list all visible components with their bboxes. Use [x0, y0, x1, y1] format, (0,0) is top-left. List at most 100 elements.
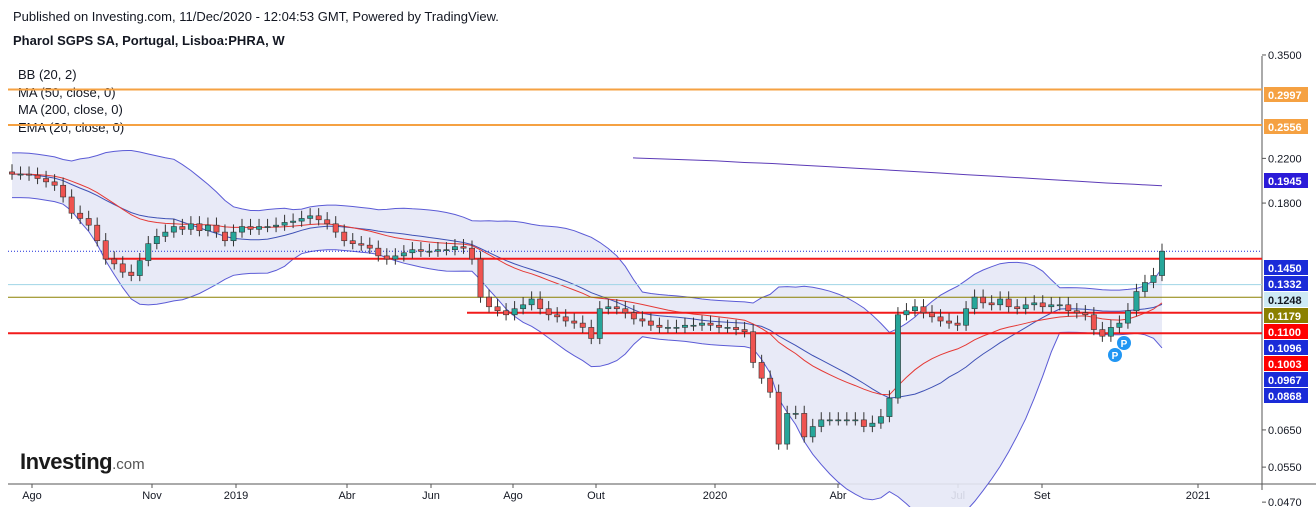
candle[interactable]	[639, 311, 646, 327]
candle[interactable]	[94, 217, 101, 247]
candle[interactable]	[1022, 297, 1029, 315]
candle[interactable]	[545, 301, 552, 321]
candle[interactable]	[26, 166, 32, 181]
candle[interactable]	[724, 319, 731, 334]
candle[interactable]	[733, 319, 740, 336]
candle[interactable]	[239, 218, 245, 238]
candle[interactable]	[68, 189, 75, 219]
candle[interactable]	[707, 315, 714, 331]
candle[interactable]	[1124, 303, 1131, 329]
candle[interactable]	[937, 309, 944, 327]
candle[interactable]	[1014, 299, 1021, 315]
candle[interactable]	[716, 317, 722, 334]
legend-ema20[interactable]: EMA (20, close, 0)	[18, 119, 125, 135]
candle[interactable]	[971, 289, 978, 315]
candle[interactable]	[315, 208, 322, 226]
candle[interactable]	[997, 291, 1004, 311]
legend-bollinger[interactable]: BB (20, 2)	[18, 67, 77, 82]
candle[interactable]	[630, 305, 637, 325]
candle[interactable]	[682, 317, 688, 334]
candle[interactable]	[1031, 295, 1038, 311]
candle[interactable]	[579, 315, 586, 334]
candle[interactable]	[622, 301, 629, 319]
candle[interactable]	[596, 301, 603, 345]
candle[interactable]	[809, 418, 816, 443]
candle[interactable]	[400, 245, 407, 262]
candle[interactable]	[801, 405, 808, 443]
candle[interactable]	[341, 224, 348, 247]
candle[interactable]	[537, 291, 544, 315]
candle[interactable]	[409, 242, 416, 259]
candle[interactable]	[946, 313, 952, 329]
candle[interactable]	[912, 299, 918, 317]
candle[interactable]	[187, 216, 194, 235]
pivot-marker[interactable]	[1117, 336, 1131, 350]
candle[interactable]	[213, 217, 220, 238]
candle[interactable]	[111, 251, 118, 270]
candle[interactable]	[929, 305, 935, 323]
candle[interactable]	[392, 248, 399, 265]
candle[interactable]	[452, 239, 458, 256]
candle[interactable]	[179, 218, 186, 235]
candle[interactable]	[1090, 307, 1097, 336]
candle[interactable]	[750, 324, 757, 369]
candle[interactable]	[767, 370, 774, 398]
candle[interactable]	[673, 319, 680, 334]
candle[interactable]	[690, 317, 697, 331]
candle[interactable]	[264, 218, 271, 233]
candle[interactable]	[434, 242, 441, 257]
candle[interactable]	[852, 412, 859, 426]
candle[interactable]	[1056, 297, 1063, 311]
candle[interactable]	[162, 224, 169, 243]
candle[interactable]	[281, 214, 288, 231]
candle[interactable]	[136, 252, 143, 282]
candle[interactable]	[460, 239, 467, 254]
candle[interactable]	[196, 216, 203, 237]
candle[interactable]	[247, 218, 254, 235]
candle[interactable]	[477, 251, 484, 303]
candle[interactable]	[647, 313, 654, 331]
candle[interactable]	[835, 412, 842, 426]
candle[interactable]	[298, 210, 305, 227]
candle[interactable]	[145, 236, 152, 267]
candle[interactable]	[85, 210, 92, 231]
candle[interactable]	[1142, 274, 1148, 298]
candle[interactable]	[1048, 297, 1055, 313]
candle[interactable]	[1039, 295, 1046, 313]
candle[interactable]	[920, 299, 927, 319]
candle[interactable]	[954, 315, 961, 331]
candle[interactable]	[170, 218, 177, 238]
candle[interactable]	[980, 289, 987, 309]
candle[interactable]	[528, 291, 535, 311]
candle[interactable]	[1099, 321, 1106, 342]
candle[interactable]	[775, 384, 782, 450]
candle[interactable]	[290, 213, 297, 229]
candle[interactable]	[349, 233, 356, 250]
candle[interactable]	[520, 297, 527, 315]
candle[interactable]	[17, 166, 24, 180]
candle[interactable]	[469, 240, 475, 265]
candle[interactable]	[503, 303, 510, 321]
candle[interactable]	[562, 309, 569, 327]
candle[interactable]	[588, 319, 595, 345]
candle[interactable]	[43, 170, 50, 188]
candle[interactable]	[869, 415, 876, 433]
candle[interactable]	[664, 319, 671, 334]
candle[interactable]	[204, 217, 211, 237]
candle[interactable]	[256, 218, 262, 235]
candle[interactable]	[511, 301, 518, 321]
candle[interactable]	[826, 412, 833, 426]
candle[interactable]	[1082, 305, 1089, 321]
candle[interactable]	[860, 412, 867, 433]
candle[interactable]	[699, 315, 705, 331]
candle[interactable]	[273, 217, 280, 233]
candle[interactable]	[988, 295, 995, 311]
candle[interactable]	[358, 236, 365, 251]
candle[interactable]	[102, 233, 109, 265]
candle[interactable]	[494, 299, 501, 317]
candle[interactable]	[51, 174, 58, 191]
candle[interactable]	[230, 224, 237, 247]
legend-ma200[interactable]: MA (200, close, 0)	[18, 102, 123, 117]
candle[interactable]	[443, 242, 450, 256]
